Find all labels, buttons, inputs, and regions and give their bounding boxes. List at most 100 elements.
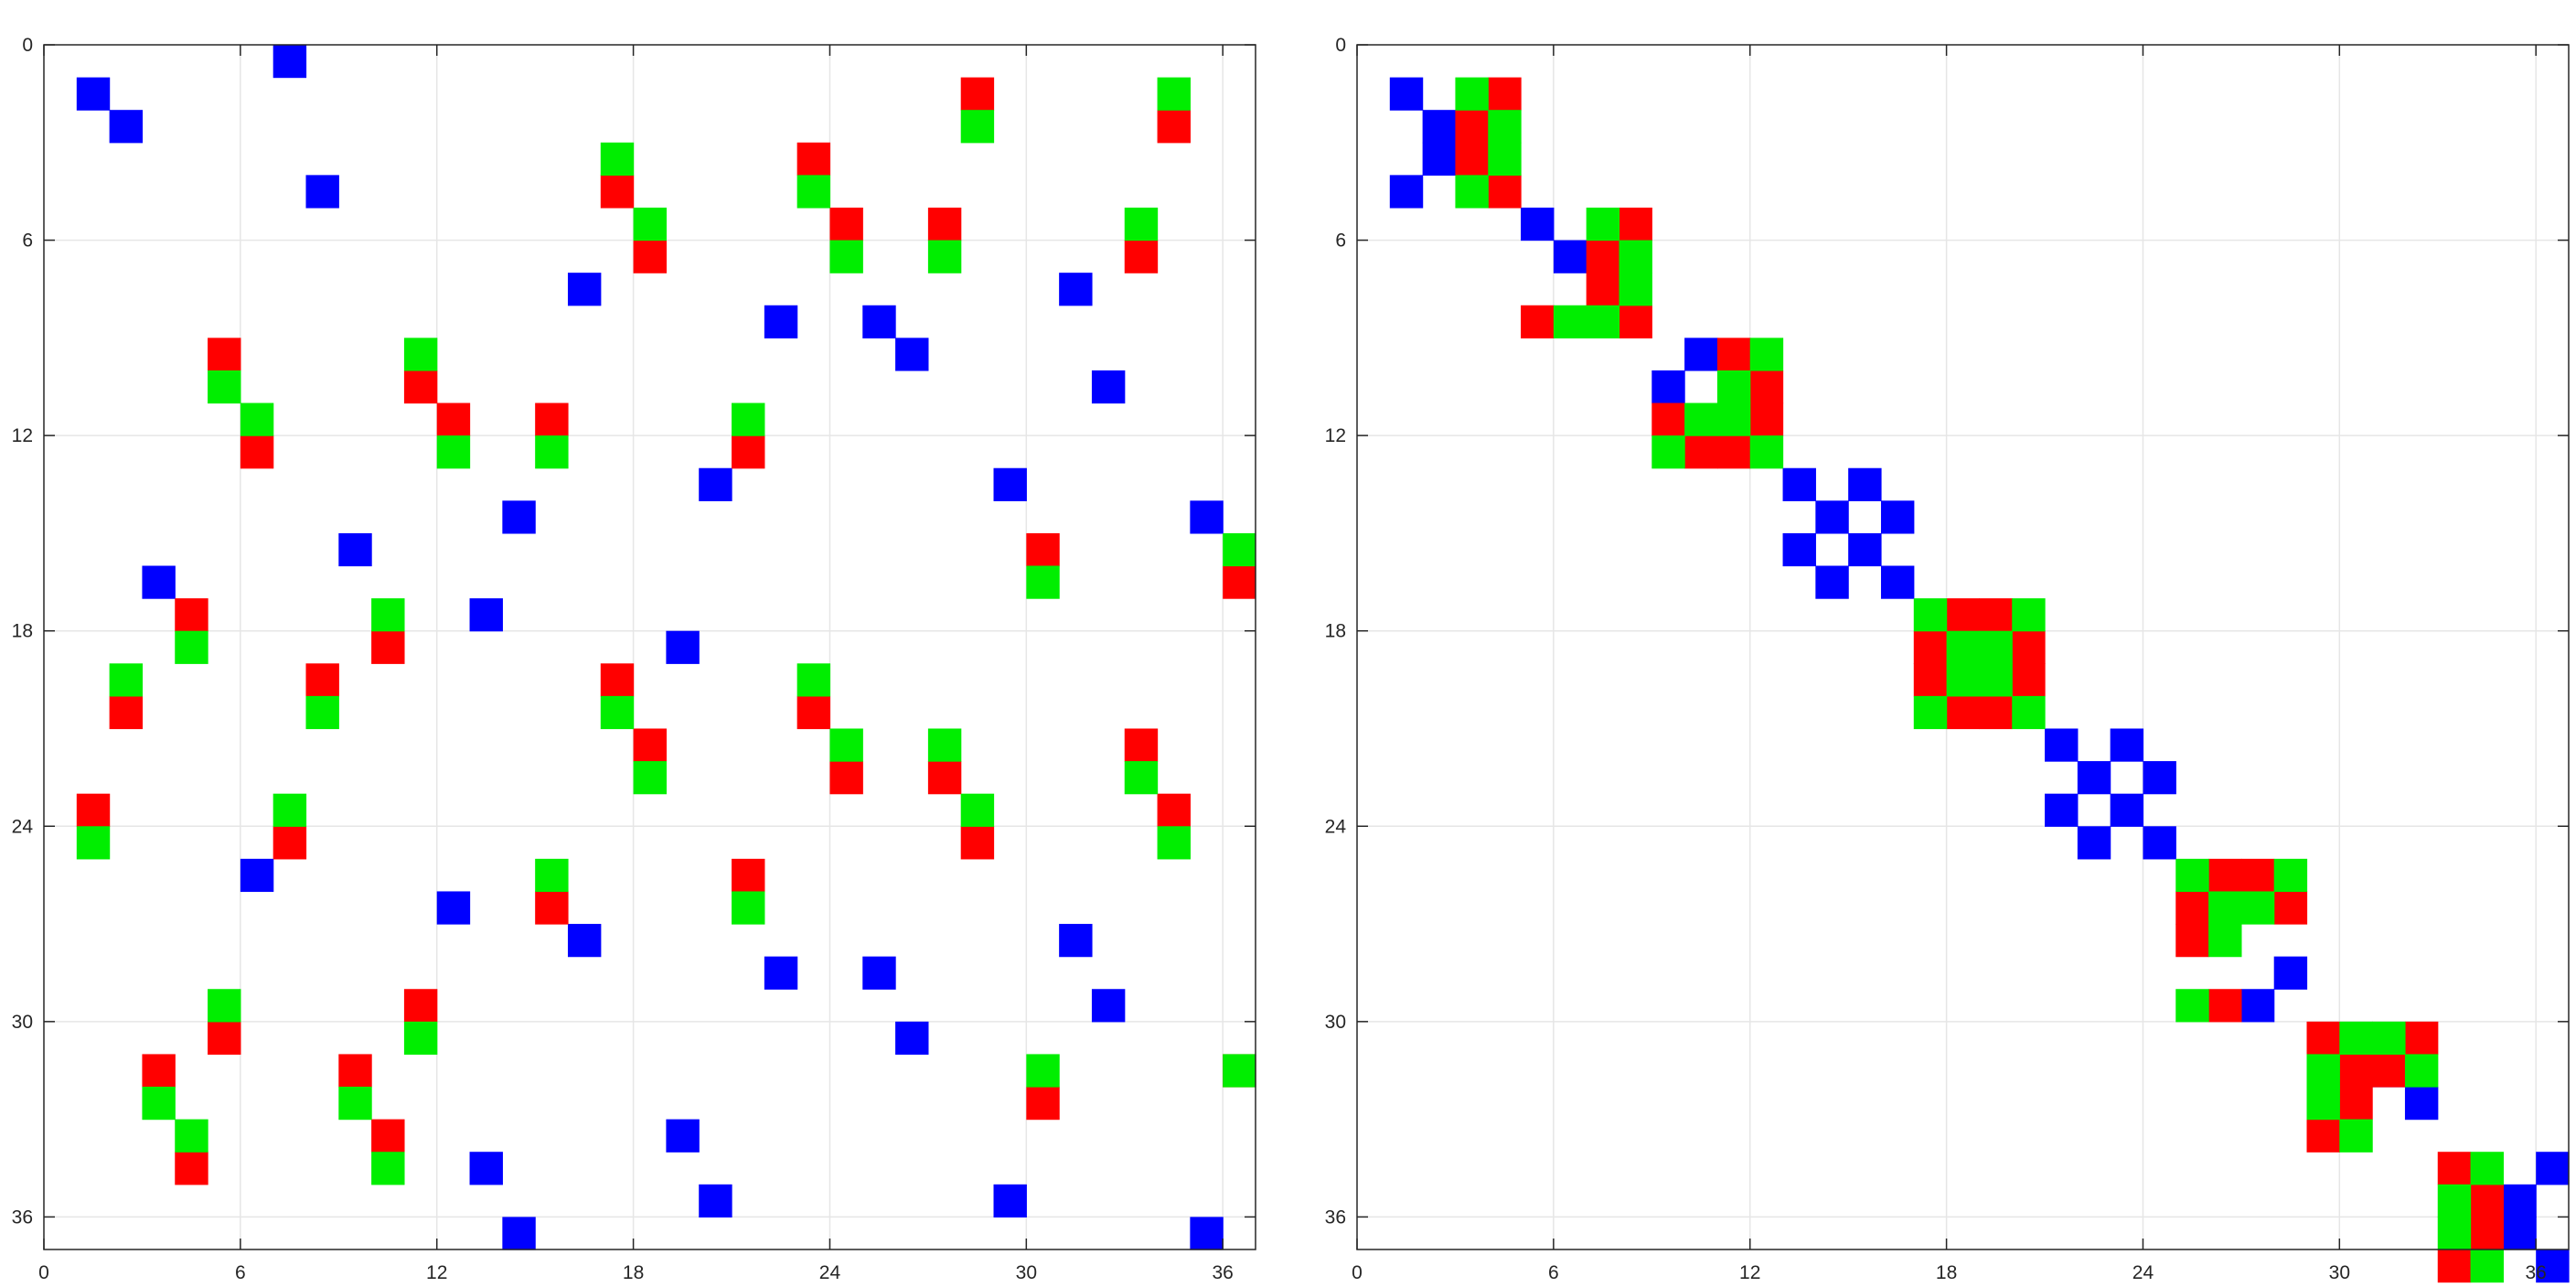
red-cell xyxy=(175,1152,208,1185)
blue-cell xyxy=(862,305,896,338)
left-panel-matrix-plot: 0 0 6 6 12 12 18 18 24 24 30 30 36 36 xyxy=(12,35,1256,1283)
green-cell xyxy=(535,435,569,469)
green-cell xyxy=(1488,142,1522,176)
red-cell xyxy=(2175,924,2209,958)
green-cell xyxy=(1124,761,1159,795)
red-cell xyxy=(1586,240,1620,273)
blue-cell xyxy=(1880,565,1915,599)
blue-cell xyxy=(699,1184,732,1218)
red-cell xyxy=(2437,1249,2472,1283)
blue-cell xyxy=(2077,761,2111,795)
red-cell xyxy=(829,761,863,795)
green-cell xyxy=(2437,1184,2472,1218)
green-cell xyxy=(2012,598,2046,632)
green-cell xyxy=(1946,630,1981,664)
red-cell xyxy=(535,402,569,436)
green-cell xyxy=(1979,663,2013,697)
red-cell xyxy=(960,826,995,860)
red-cell xyxy=(2273,891,2308,925)
blue-cell xyxy=(567,273,602,306)
green-cell xyxy=(273,793,307,827)
green-cell xyxy=(1586,207,1620,241)
red-cell xyxy=(2339,1087,2373,1121)
red-cell xyxy=(305,663,339,697)
red-cell xyxy=(2012,630,2046,664)
green-cell xyxy=(2372,1021,2406,1056)
green-cell xyxy=(2404,1054,2439,1088)
red-cell xyxy=(1488,77,1522,111)
red-cell xyxy=(2012,663,2046,697)
red-cell xyxy=(2208,858,2242,893)
blue-cell xyxy=(2503,1184,2537,1218)
y-tick-label: 18 xyxy=(12,621,33,642)
right-panel-matrix-plot: 0 0 6 6 12 12 18 18 24 24 30 30 36 36 xyxy=(1325,35,2570,1283)
green-cell xyxy=(2175,858,2209,893)
green-cell xyxy=(371,598,405,632)
green-cell xyxy=(142,1087,176,1121)
y-tick-label: 12 xyxy=(1325,425,1346,446)
y-tick-label: 24 xyxy=(1325,816,1347,837)
x-tick-label: 36 xyxy=(1213,1262,1234,1283)
green-cell xyxy=(1586,305,1620,338)
green-cell xyxy=(2012,695,2046,730)
blue-cell xyxy=(2143,826,2176,860)
red-cell xyxy=(2240,858,2275,893)
x-tick-label: 24 xyxy=(819,1262,841,1283)
green-cell xyxy=(2306,1087,2340,1121)
blue-cell xyxy=(666,630,700,664)
red-cell xyxy=(208,338,241,371)
blue-cell xyxy=(666,1119,700,1153)
green-cell xyxy=(2306,1054,2340,1088)
blue-cell xyxy=(338,532,372,567)
blue-cell xyxy=(2536,1152,2570,1185)
green-cell xyxy=(1716,402,1751,436)
red-cell xyxy=(732,435,765,469)
red-cell xyxy=(1026,1087,1060,1121)
green-cell xyxy=(1913,695,1948,730)
green-cell xyxy=(2339,1119,2373,1153)
blue-cell xyxy=(305,175,339,209)
green-cell xyxy=(1651,435,1685,469)
red-cell xyxy=(1749,402,1784,436)
green-cell xyxy=(1946,663,1981,697)
blue-cell xyxy=(502,500,536,534)
green-cell xyxy=(796,175,831,209)
blue-cell xyxy=(76,77,111,111)
red-cell xyxy=(1619,207,1652,241)
blue-cell xyxy=(1389,77,1424,111)
green-cell xyxy=(1553,305,1587,338)
blue-cell xyxy=(1389,175,1424,209)
blue-cell xyxy=(1815,500,1849,534)
red-cell xyxy=(1749,370,1784,404)
green-cell xyxy=(732,891,765,925)
blue-cell xyxy=(1815,565,1849,599)
green-cell xyxy=(1619,273,1652,306)
green-cell xyxy=(1455,175,1489,209)
green-cell xyxy=(1455,77,1489,111)
red-cell xyxy=(1586,273,1620,306)
green-cell xyxy=(829,240,863,273)
blue-cell xyxy=(1190,500,1224,534)
green-cell xyxy=(2175,989,2209,1023)
red-cell xyxy=(436,402,471,436)
green-cell xyxy=(403,338,438,371)
red-cell xyxy=(338,1054,372,1088)
axes-box xyxy=(1356,44,2570,1250)
red-cell xyxy=(1521,305,1555,338)
blue-cell xyxy=(1553,240,1587,273)
blue-cell xyxy=(699,467,732,501)
red-cell xyxy=(371,630,405,664)
green-cell xyxy=(600,142,635,176)
blue-cell xyxy=(436,891,471,925)
green-cell xyxy=(1749,435,1784,469)
green-cell xyxy=(175,630,208,664)
green-cell xyxy=(1749,338,1784,371)
red-cell xyxy=(208,1021,241,1056)
blue-cell xyxy=(1091,370,1126,404)
blue-cell xyxy=(567,924,602,958)
red-cell xyxy=(1124,240,1159,273)
red-cell xyxy=(1124,728,1159,762)
red-cell xyxy=(1488,175,1522,209)
axes-box xyxy=(43,44,1256,1250)
